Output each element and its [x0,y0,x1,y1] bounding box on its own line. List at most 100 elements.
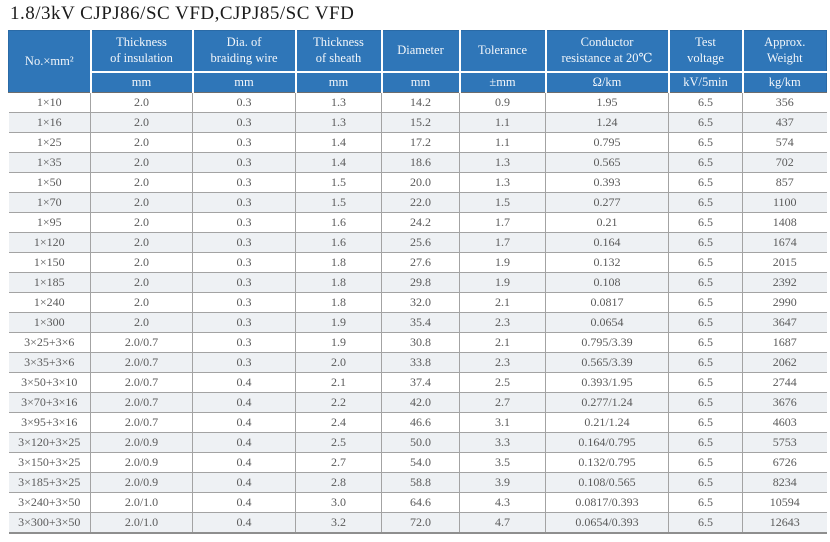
table-cell: 1.4 [295,152,382,173]
table-cell: 702 [742,152,827,173]
table-cell: 2.8 [295,472,382,493]
table-row: 1×50 2.0 0.3 1.5 20.0 1.3 0.393 6.5 857 [8,172,827,193]
table-cell: 0.21 [545,212,669,233]
table-cell: 6.5 [668,132,743,153]
cable-spec-table: No.×mm² Thickness of insulation Dia. of … [8,29,827,535]
table-cell: 0.4 [192,452,296,473]
table-cell: 29.8 [381,272,460,293]
table-cell: 25.6 [381,232,460,253]
table-cell: 6.5 [668,332,743,353]
table-cell: 3×300+3×50 [8,512,91,535]
table-cell: 1.8 [295,252,382,273]
table-cell: 2.0/0.7 [90,412,193,433]
table-cell: 3×25+3×6 [8,332,91,353]
table-cell: 6726 [742,452,827,473]
table-cell: 2392 [742,272,827,293]
table-cell: 2.0 [90,92,193,113]
table-row: 1×35 2.0 0.3 1.4 18.6 1.3 0.565 6.5 702 [8,152,827,173]
table-cell: 0.3 [192,112,296,133]
table-cell: 0.108/0.565 [545,472,669,493]
table-cell: 0.565 [545,152,669,173]
table-cell: 1.95 [545,92,669,113]
table-cell: 0.3 [192,292,296,313]
table-cell: 0.3 [192,332,296,353]
table-cell: 6.5 [668,272,743,293]
unit-test-voltage: kV/5min [667,70,744,94]
table-row: 1×150 2.0 0.3 1.8 27.6 1.9 0.132 6.5 2015 [8,252,827,273]
table-cell: 1×25 [8,132,91,153]
table-cell: 3×95+3×16 [8,412,91,433]
table-cell: 2.0/0.7 [90,332,193,353]
table-cell: 6.5 [668,172,743,193]
table-cell: 2.0/0.7 [90,372,193,393]
col-header-insulation-thickness: Thickness of insulation [89,30,194,73]
table-cell: 0.3 [192,232,296,253]
table-cell: 2.0/0.7 [90,352,193,373]
table-cell: 3.5 [459,452,546,473]
table-cell: 6.5 [668,192,743,213]
table-cell: 1.9 [295,332,382,353]
table-cell: 0.108 [545,272,669,293]
table-cell: 6.5 [668,512,743,535]
table-row: 1×240 2.0 0.3 1.8 32.0 2.1 0.0817 6.5 2990 [8,292,827,313]
table-cell: 1.6 [295,232,382,253]
table-cell: 1×16 [8,112,91,133]
table-row: 3×70+3×16 2.0/0.7 0.4 2.2 42.0 2.7 0.277/1.24 6… [8,392,827,413]
table-cell: 2990 [742,292,827,313]
col-header-size: No.×mm² [8,29,92,94]
table-cell: 0.4 [192,392,296,413]
table-cell: 35.4 [381,312,460,333]
table-cell: 1.5 [295,172,382,193]
table-cell: 1.5 [459,192,546,213]
col-header-braiding-wire-dia: Dia. of braiding wire [191,30,297,73]
table-cell: 46.6 [381,412,460,433]
col-header-approx-weight: Approx. Weight [741,30,827,73]
table-cell: 3×150+3×25 [8,452,91,473]
table-cell: 1687 [742,332,827,353]
table-cell: 8234 [742,472,827,493]
table-row: 3×50+3×10 2.0/0.7 0.4 2.1 37.4 2.5 0.393/1.95 6… [8,372,827,393]
table-cell: 2.0 [90,152,193,173]
table-cell: 6.5 [668,252,743,273]
table-cell: 3.2 [295,512,382,535]
unit-braiding-wire-dia: mm [191,70,297,94]
table-cell: 2.2 [295,392,382,413]
table-cell: 1.6 [295,212,382,233]
table-cell: 1.9 [459,252,546,273]
table-cell: 6.5 [668,392,743,413]
table-cell: 3.0 [295,492,382,513]
table-cell: 2.1 [295,372,382,393]
header-row-labels: No.×mm² Thickness of insulation Dia. of … [8,29,827,94]
table-cell: 2.5 [295,432,382,453]
table-cell: 18.6 [381,152,460,173]
table-cell: 1×185 [8,272,91,293]
table-cell: 2.0 [90,292,193,313]
table-cell: 0.277 [545,192,669,213]
table-cell: 0.3 [192,212,296,233]
table-cell: 2.0 [90,132,193,153]
col-header-sheath-thickness: Thickness of sheath [294,30,383,73]
table-cell: 2.0/1.0 [90,512,193,535]
table-cell: 0.3 [192,172,296,193]
table-cell: 1×120 [8,232,91,253]
table-cell: 1.3 [295,112,382,133]
table-cell: 0.393 [545,172,669,193]
unit-conductor-resistance: Ω/km [544,70,670,94]
col-header-diameter: Diameter [380,30,461,73]
table-cell: 0.393/1.95 [545,372,669,393]
table-cell: 6.5 [668,452,743,473]
table-cell: 17.2 [381,132,460,153]
table-cell: 0.3 [192,312,296,333]
table-cell: 2744 [742,372,827,393]
table-cell: 6.5 [668,292,743,313]
table-row: 1×70 2.0 0.3 1.5 22.0 1.5 0.277 6.5 1100 [8,192,827,213]
table-cell: 1.8 [295,292,382,313]
table-cell: 27.6 [381,252,460,273]
table-row: 3×300+3×50 2.0/1.0 0.4 3.2 72.0 4.7 0.0654/0.3… [8,512,827,535]
table-row: 3×35+3×6 2.0/0.7 0.3 2.0 33.8 2.3 0.565/3.39 6.… [8,352,827,373]
table-cell: 0.164/0.795 [545,432,669,453]
table-cell: 356 [742,92,827,113]
table-cell: 0.3 [192,252,296,273]
table-cell: 6.5 [668,492,743,513]
